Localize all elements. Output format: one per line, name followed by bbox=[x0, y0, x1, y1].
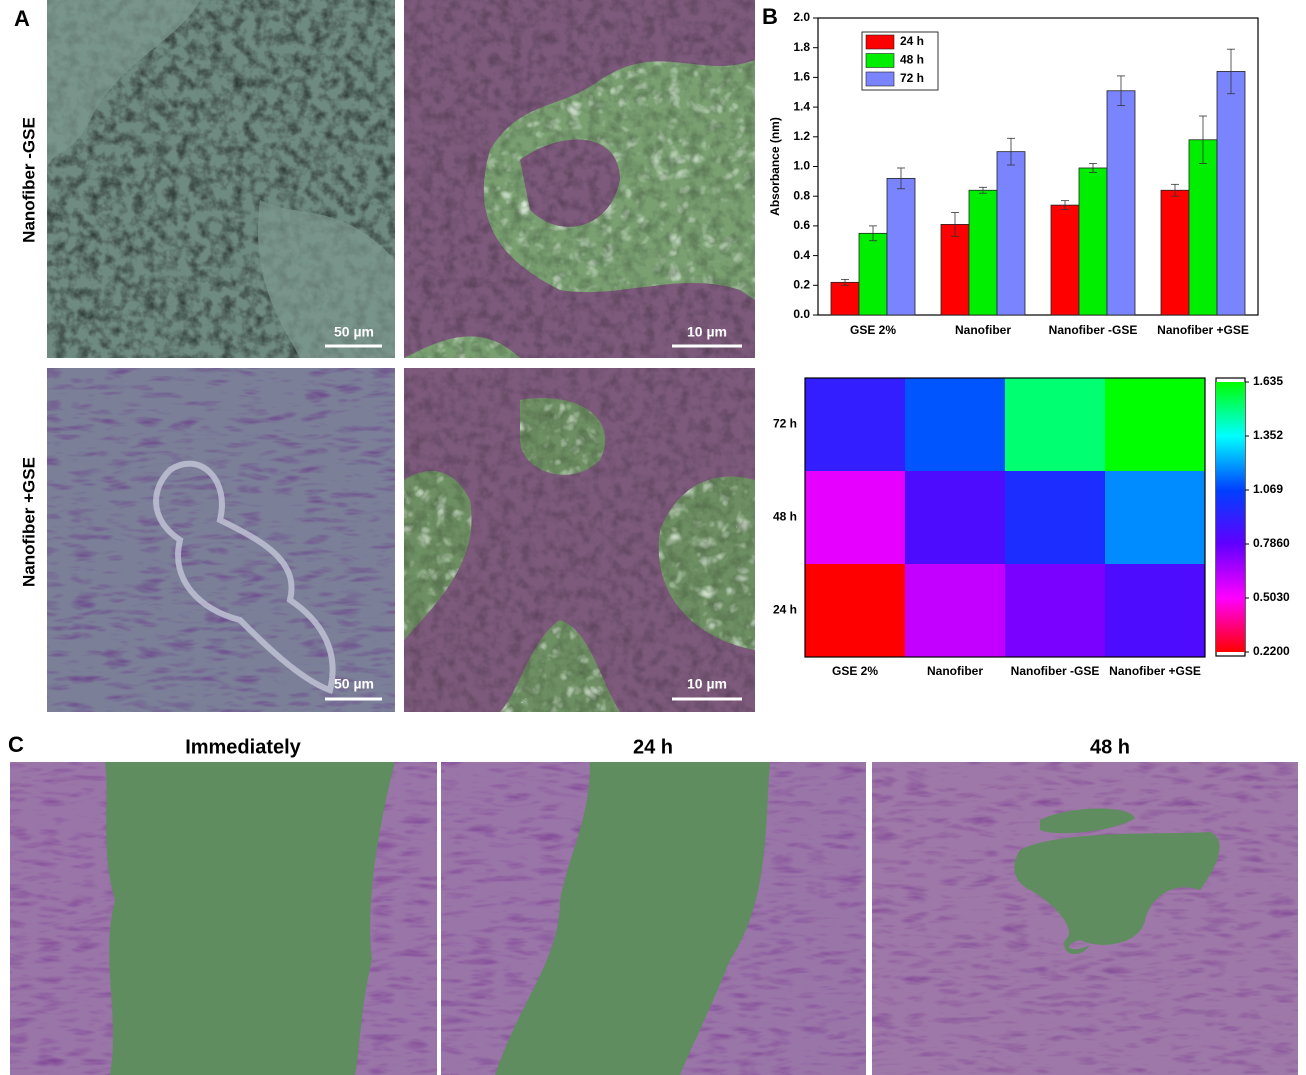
bar bbox=[969, 190, 997, 315]
legend-swatch bbox=[866, 54, 894, 68]
sem-image bbox=[47, 368, 395, 712]
scale-bar-label: 10 µm bbox=[687, 324, 727, 340]
y-tick-label: 1.0 bbox=[793, 159, 810, 173]
x-tick-label: Nanofiber bbox=[927, 664, 983, 678]
bar bbox=[941, 224, 969, 315]
legend-swatch bbox=[866, 35, 894, 49]
bar bbox=[1051, 205, 1079, 315]
bar bbox=[887, 178, 915, 315]
bar bbox=[859, 233, 887, 315]
microscope-image bbox=[441, 762, 866, 1075]
bar bbox=[1217, 71, 1245, 315]
heatmap-cell bbox=[905, 471, 1005, 564]
heatmap-cell bbox=[805, 564, 905, 657]
heatmap-cell bbox=[905, 378, 1005, 471]
heatmap-cell bbox=[1005, 564, 1105, 657]
x-tick-label: Nanofiber +GSE bbox=[1157, 323, 1249, 337]
x-tick-label: GSE 2% bbox=[850, 323, 896, 337]
bar bbox=[1107, 91, 1135, 315]
colorbar-tick-label: 0.2200 bbox=[1253, 644, 1290, 658]
image-title: Immediately bbox=[185, 736, 301, 758]
colorbar-fill bbox=[1216, 382, 1245, 652]
panel-label: C bbox=[8, 732, 24, 757]
bar bbox=[1079, 168, 1107, 315]
y-tick-label: 0.4 bbox=[793, 248, 810, 262]
heatmap-cell bbox=[905, 564, 1005, 657]
y-tick-label: 48 h bbox=[773, 510, 797, 524]
image-title: 24 h bbox=[633, 736, 673, 758]
x-tick-label: Nanofiber +GSE bbox=[1109, 664, 1201, 678]
legend-label: 48 h bbox=[900, 53, 924, 67]
y-tick-label: 0.6 bbox=[793, 218, 810, 232]
heatmap-cell bbox=[1105, 564, 1205, 657]
heatmap-cell bbox=[1105, 378, 1205, 471]
legend-label: 72 h bbox=[900, 71, 924, 85]
heatmap-cell bbox=[805, 471, 905, 564]
colorbar-tick-label: 1.069 bbox=[1253, 482, 1283, 496]
sem-image bbox=[404, 368, 755, 712]
heatmap-cell bbox=[1005, 471, 1105, 564]
y-tick-label: 1.4 bbox=[793, 99, 810, 113]
colorbar-tick-label: 0.5030 bbox=[1253, 590, 1290, 604]
y-tick-label: 2.0 bbox=[793, 10, 810, 24]
y-axis-label: Absorbance (nm) bbox=[768, 117, 782, 216]
bar bbox=[1161, 190, 1189, 315]
sem-image bbox=[47, 0, 395, 358]
heatmap-cell bbox=[1105, 471, 1205, 564]
scale-bar-label: 50 µm bbox=[334, 324, 374, 340]
y-tick-label: 1.6 bbox=[793, 70, 810, 84]
legend-swatch bbox=[866, 72, 894, 86]
panel-label: A bbox=[14, 6, 30, 31]
y-tick-label: 72 h bbox=[773, 417, 797, 431]
heatmap-cell bbox=[805, 378, 905, 471]
colorbar-tick-label: 0.7860 bbox=[1253, 536, 1290, 550]
x-tick-label: Nanofiber bbox=[955, 323, 1011, 337]
y-tick-label: 0.2 bbox=[793, 277, 810, 291]
microscope-image bbox=[10, 762, 437, 1075]
scale-bar-label: 50 µm bbox=[334, 676, 374, 692]
row-label: Nanofiber +GSE bbox=[19, 457, 38, 587]
colorbar-tick-label: 1.352 bbox=[1253, 428, 1283, 442]
bar bbox=[1189, 140, 1217, 315]
figure: 50 µm 10 µm 50 µm 10 µm A B C Nanofiber … bbox=[0, 0, 1306, 1075]
y-tick-label: 24 h bbox=[773, 603, 797, 617]
heatmap-cell bbox=[1005, 378, 1105, 471]
sem-image bbox=[404, 0, 755, 358]
x-tick-label: Nanofiber -GSE bbox=[1011, 664, 1100, 678]
colorbar-tick-label: 1.635 bbox=[1253, 374, 1283, 388]
bar bbox=[997, 152, 1025, 315]
microscope-image bbox=[872, 762, 1298, 1075]
legend-label: 24 h bbox=[900, 34, 924, 48]
row-label: Nanofiber -GSE bbox=[19, 117, 38, 243]
panel-label: B bbox=[762, 4, 778, 29]
x-tick-label: GSE 2% bbox=[832, 664, 878, 678]
y-tick-label: 1.8 bbox=[793, 40, 810, 54]
y-tick-label: 0.0 bbox=[793, 307, 810, 321]
y-tick-label: 1.2 bbox=[793, 129, 810, 143]
image-title: 48 h bbox=[1090, 736, 1130, 758]
y-tick-label: 0.8 bbox=[793, 188, 810, 202]
bar bbox=[831, 282, 859, 315]
x-tick-label: Nanofiber -GSE bbox=[1049, 323, 1138, 337]
scale-bar-label: 10 µm bbox=[687, 676, 727, 692]
